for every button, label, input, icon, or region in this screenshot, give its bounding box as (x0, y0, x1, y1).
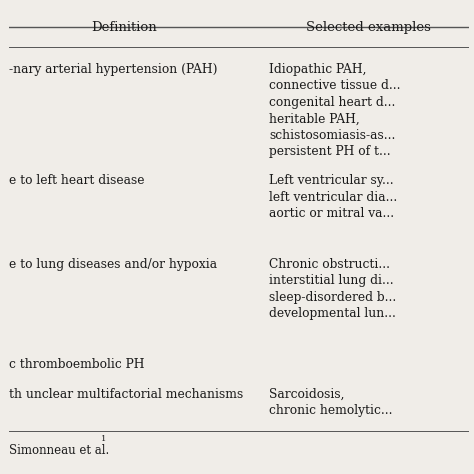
Text: e to left heart disease: e to left heart disease (9, 174, 145, 187)
Text: e to lung diseases and/or hypoxia: e to lung diseases and/or hypoxia (9, 258, 218, 271)
Text: Left ventricular sy...
left ventricular dia...
aortic or mitral va...: Left ventricular sy... left ventricular … (269, 174, 398, 220)
Text: Idiopathic PAH,
connective tissue d...
congenital heart d...
heritable PAH,
schi: Idiopathic PAH, connective tissue d... c… (269, 63, 401, 158)
Text: c thromboembolic PH: c thromboembolic PH (9, 358, 145, 371)
Text: Selected examples: Selected examples (306, 21, 430, 34)
Text: 1: 1 (101, 435, 107, 443)
Text: Simonneau et al.: Simonneau et al. (9, 444, 109, 457)
Text: -nary arterial hypertension (PAH): -nary arterial hypertension (PAH) (9, 63, 218, 76)
Text: th unclear multifactorial mechanisms: th unclear multifactorial mechanisms (9, 388, 244, 401)
Text: Chronic obstructi...
interstitial lung di...
sleep-disordered b...
developmental: Chronic obstructi... interstitial lung d… (269, 258, 397, 320)
Text: Sarcoidosis,
chronic hemolytic...: Sarcoidosis, chronic hemolytic... (269, 388, 393, 418)
Text: Definition: Definition (91, 21, 157, 34)
